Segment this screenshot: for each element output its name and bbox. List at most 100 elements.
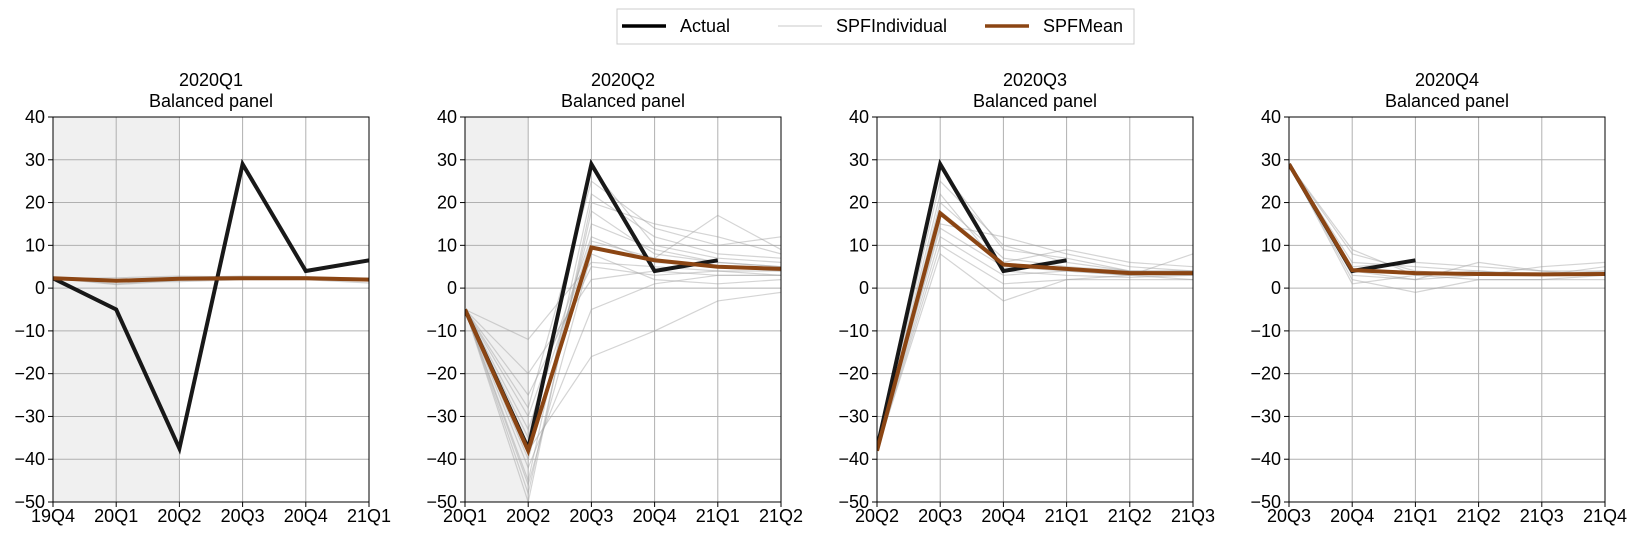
series-line-spf-individual [465, 166, 781, 440]
series-line-spf-individual [465, 274, 781, 470]
x-tick-label: 20Q4 [284, 506, 328, 526]
legend-frame [616, 8, 1135, 45]
y-tick-label: 10 [437, 235, 457, 255]
data-lines [53, 158, 369, 455]
series-line-spf-individual [877, 192, 1193, 451]
y-tick-label: 30 [25, 150, 45, 170]
x-tick-label: 21Q4 [1583, 506, 1627, 526]
y-tick-label: −30 [1250, 406, 1281, 426]
y-tick-label: −40 [426, 449, 457, 469]
data-lines [877, 158, 1193, 452]
series-line-spf-mean [53, 276, 369, 283]
x-tick-label: 20Q1 [94, 506, 138, 526]
x-tick-label: 20Q3 [1267, 506, 1311, 526]
x-tick-label: 20Q4 [633, 506, 677, 526]
y-tick-label: 10 [849, 235, 869, 255]
y-tick-label: −20 [426, 364, 457, 384]
series-line-spf-individual [465, 223, 781, 462]
panel-title: 2020Q2 [591, 70, 655, 90]
y-tick-label: 0 [447, 278, 457, 298]
x-tick-label: 21Q1 [1393, 506, 1437, 526]
y-tick-label: −50 [14, 492, 45, 512]
x-tick-label: 20Q1 [443, 506, 487, 526]
axes-frame [876, 116, 1194, 503]
series-line-spf-individual [877, 227, 1193, 451]
x-tick-label: 21Q1 [1045, 506, 1089, 526]
series-line-spf-individual [465, 201, 781, 502]
panel-subtitle: Balanced panel [973, 91, 1097, 111]
y-tick-label: 40 [849, 107, 869, 127]
data-lines [465, 158, 781, 502]
x-tick-label: 20Q2 [855, 506, 899, 526]
y-tick-label: 10 [1261, 235, 1281, 255]
axes-frame [1288, 116, 1606, 503]
x-tick-label: 21Q2 [1108, 506, 1152, 526]
series-line-actual [877, 158, 1067, 449]
series-line-spf-individual [1289, 163, 1605, 281]
series-line-spf-individual [1289, 163, 1605, 276]
y-tick-label: −40 [838, 449, 869, 469]
series-line-spf-mean [465, 245, 781, 457]
y-tick-label: 20 [437, 193, 457, 213]
series-line-spf-individual [465, 261, 781, 341]
series-line-spf-individual [465, 270, 781, 375]
series-line-spf-individual [1289, 163, 1605, 285]
y-tick-label: 40 [1261, 107, 1281, 127]
y-tick-label: −30 [838, 406, 869, 426]
y-tick-label: −40 [1250, 449, 1281, 469]
series-line-spf-individual [1289, 163, 1605, 276]
series-line-spf-mean [877, 209, 1193, 452]
series-line-spf-individual [1289, 163, 1605, 276]
y-tick-label: −50 [1250, 492, 1281, 512]
x-tick-label: 21Q1 [696, 506, 740, 526]
x-tick-label: 21Q3 [1520, 506, 1564, 526]
panel-subtitle: Balanced panel [561, 91, 685, 111]
series-line-spf-individual [1289, 163, 1605, 276]
y-tick-label: −20 [14, 364, 45, 384]
y-tick-label: 30 [437, 150, 457, 170]
legend-label: SPFIndividual [836, 16, 947, 36]
y-tick-label: 30 [849, 150, 869, 170]
series-line-spf-individual [465, 253, 781, 487]
panel-subtitle: Balanced panel [149, 91, 273, 111]
x-tick-label: 20Q3 [569, 506, 613, 526]
panel-title: 2020Q1 [179, 70, 243, 90]
x-tick-label: 20Q2 [506, 506, 550, 526]
y-tick-label: 0 [35, 278, 45, 298]
series-line-spf-individual [877, 166, 1193, 451]
legend-label: SPFMean [1043, 16, 1123, 36]
axes-frame [464, 116, 782, 503]
y-tick-label: −10 [1250, 321, 1281, 341]
y-tick-label: 10 [25, 235, 45, 255]
y-tick-label: 30 [1261, 150, 1281, 170]
y-tick-label: 40 [25, 107, 45, 127]
panel-title: 2020Q3 [1003, 70, 1067, 90]
series-line-spf-mean [1289, 163, 1605, 277]
series-line-spf-individual [465, 180, 781, 410]
y-tick-label: −20 [838, 364, 869, 384]
y-tick-label: 0 [1271, 278, 1281, 298]
series-line-spf-individual [877, 244, 1193, 451]
series-line-spf-individual [1289, 163, 1605, 294]
data-lines [1289, 163, 1605, 294]
series-line-spf-individual [465, 266, 781, 397]
axes-frame [52, 116, 370, 503]
y-tick-label: −50 [838, 492, 869, 512]
y-tick-label: −30 [426, 406, 457, 426]
series-line-spf-individual [465, 214, 781, 431]
x-tick-label: 21Q3 [1171, 506, 1215, 526]
series-line-spf-individual [877, 223, 1193, 451]
series-line-spf-individual [877, 180, 1193, 451]
y-tick-label: −40 [14, 449, 45, 469]
x-tick-label: 21Q1 [347, 506, 391, 526]
x-tick-label: 20Q3 [221, 506, 265, 526]
series-line-actual [53, 158, 369, 455]
y-tick-label: −20 [1250, 364, 1281, 384]
y-tick-label: 0 [859, 278, 869, 298]
panel-subtitle: Balanced panel [1385, 91, 1509, 111]
x-tick-label: 20Q4 [981, 506, 1025, 526]
